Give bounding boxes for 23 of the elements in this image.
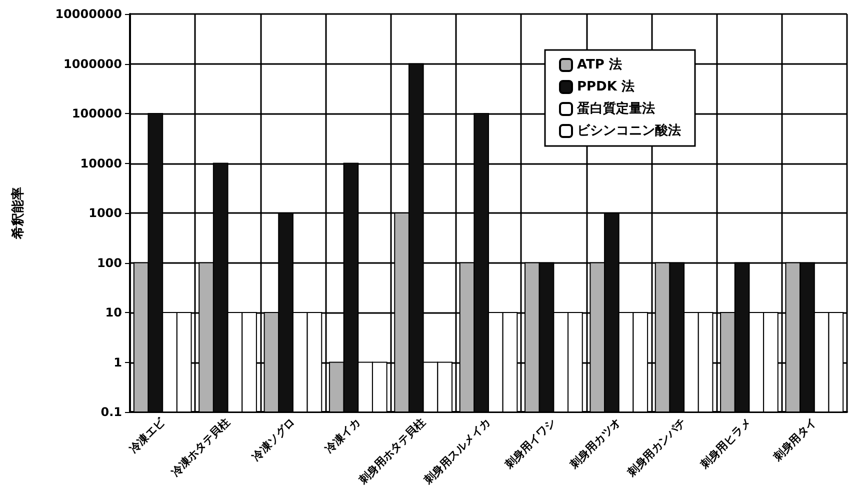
x-tick-label: 冷凍ソグロ <box>249 415 298 464</box>
y-tick-label: 10000 <box>80 156 122 170</box>
y-tick-label: 1000 <box>88 206 122 220</box>
x-tick-label: 刺身用カンパチ <box>624 415 689 480</box>
y-tick-label: 10000000 <box>55 7 122 21</box>
y-tick-label: 100 <box>96 256 122 270</box>
legend-label: PPDK 法 <box>577 80 634 94</box>
x-tick-label: 冷凍エビ <box>126 414 168 456</box>
legend-label: ATP 法 <box>577 58 622 72</box>
x-tick-label: 刺身用イワシ <box>502 415 558 472</box>
legend-label: ビシンコニン酸法 <box>577 122 681 138</box>
legend-label: 蛋白質定量法 <box>576 100 655 116</box>
y-axis-title: 希釈能率 <box>10 187 26 240</box>
x-tick-label: 冷凍イカ <box>322 415 363 456</box>
y-tick-label: 0.1 <box>100 405 122 419</box>
y-tick-label: 10 <box>105 306 122 320</box>
x-tick-label: 刺身用カツオ <box>566 415 624 472</box>
y-tick-label: 1000000 <box>64 56 122 71</box>
x-tick-label: 刺身用タイ <box>770 415 820 464</box>
x-tick-label: 冷凍ホタテ貝柱 <box>168 415 232 480</box>
y-tick-label: 1 <box>114 355 122 370</box>
x-tick-label: 刺身用ヒラメ <box>697 415 754 472</box>
y-tick-label: 100000 <box>72 106 122 120</box>
